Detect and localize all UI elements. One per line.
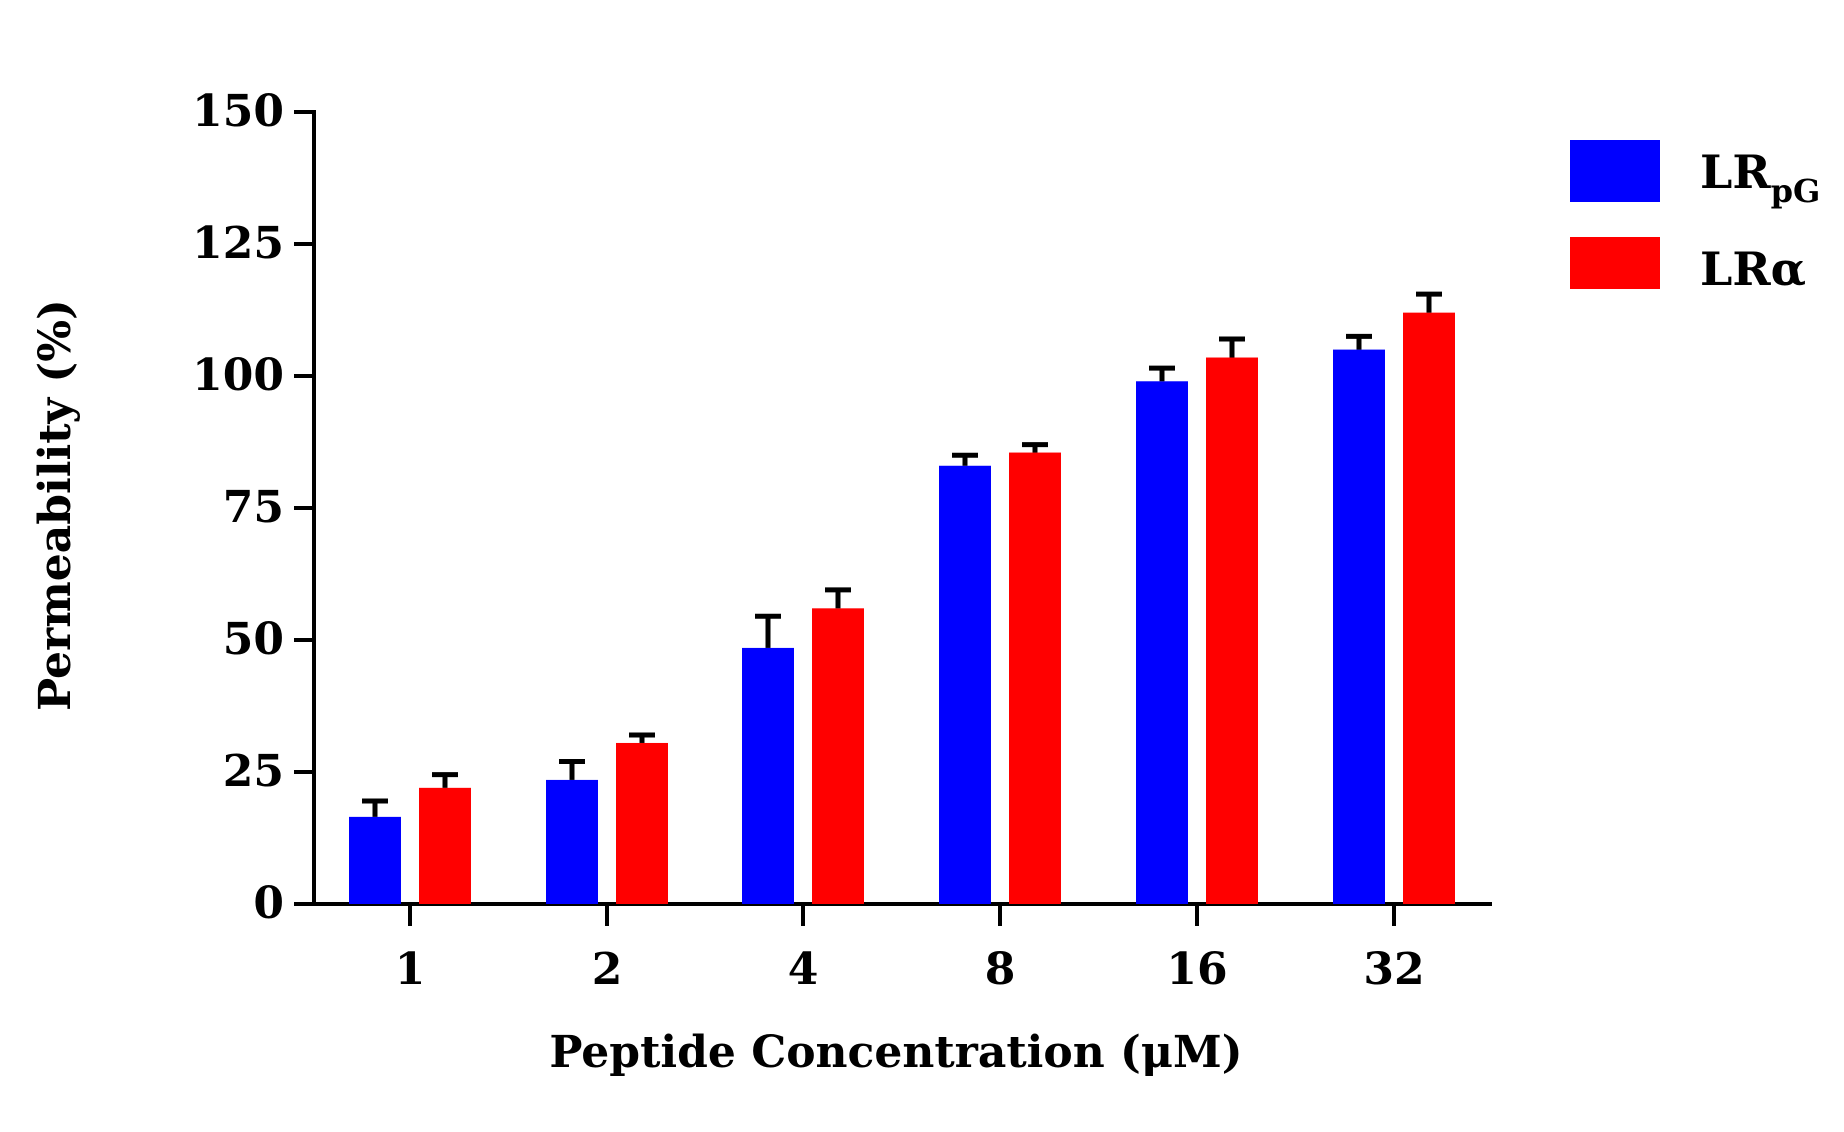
x-tick-label: 1 [395,944,426,995]
y-ticks: 0 25 50 75 100 125 150 [192,86,314,929]
bar-lralpha-8 [1009,452,1061,904]
bar-lrpg-32 [1333,349,1385,905]
x-ticks: 1 2 4 8 16 32 [395,904,1425,995]
x-axis-label: Peptide Concentration (μM) [549,1027,1242,1078]
bar-lralpha-32 [1403,312,1455,904]
bar-lrpg-16 [1136,381,1188,904]
y-tick-label: 25 [223,746,284,797]
y-tick-label: 125 [192,218,284,269]
y-tick-label: 75 [223,482,284,533]
bar-lrpg-2 [546,779,598,904]
legend-label-lrpg: LRpG [1700,145,1820,210]
bar-lrpg-4 [742,647,794,904]
bar-lralpha-4 [812,608,864,904]
x-tick-label: 2 [592,944,623,995]
y-tick-label: 50 [223,614,284,665]
x-tick-label: 4 [788,944,819,995]
legend-label-lralpha: LRα [1700,242,1806,296]
y-tick-label: 0 [253,878,284,929]
bar-lralpha-16 [1206,357,1258,904]
x-tick-label: 8 [985,944,1016,995]
y-tick-label: 100 [192,350,284,401]
axes [312,110,1492,906]
bars [349,312,1455,905]
y-tick-label: 150 [192,86,284,137]
error-bars [362,291,1442,817]
bar-lrpg-1 [349,816,401,904]
legend: LRpG LRα [1570,140,1820,296]
bar-lrpg-8 [939,465,991,904]
x-tick-label: 32 [1363,944,1424,995]
legend-swatch-lrpg [1570,140,1660,202]
legend-swatch-lralpha [1570,237,1660,289]
bar-lralpha-2 [616,742,668,904]
bar-lralpha-1 [419,787,471,904]
x-tick-label: 16 [1166,944,1227,995]
y-axis-label: Permeability (%) [30,299,81,711]
